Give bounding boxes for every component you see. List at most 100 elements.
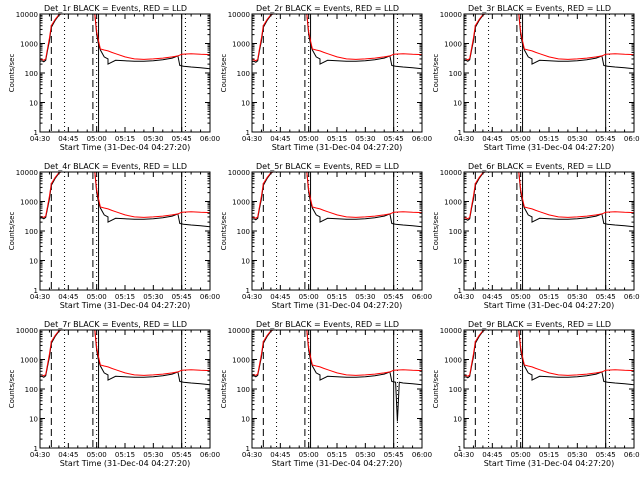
y-tick-label: 1 xyxy=(34,129,38,137)
y-tick-label: 10000 xyxy=(228,11,250,19)
x-tick-label: 05:15 xyxy=(327,135,347,143)
panel-5: Det_5r BLACK = Events, RED = LLD 1 10 100 10… xyxy=(220,162,432,310)
plot-area xyxy=(464,330,634,448)
x-axis-label: Start Time (31-Dec-04 04:27:20) xyxy=(60,459,191,468)
y-tick-label: 10000 xyxy=(16,169,38,177)
y-tick-label: 10 xyxy=(241,416,250,424)
x-axis-label: Start Time (31-Dec-04 04:27:20) xyxy=(272,301,403,310)
x-tick-label: 04:30 xyxy=(242,451,262,459)
panel-9: Det_9r BLACK = Events, RED = LLD 1 10 100 10… xyxy=(432,320,640,468)
x-tick-label: 06:00 xyxy=(624,451,640,459)
y-tick-label: 1 xyxy=(246,129,250,137)
y-tick-label: 1000 xyxy=(20,357,38,365)
y-axis-label: Counts/sec xyxy=(8,54,16,93)
x-tick-label: 05:30 xyxy=(143,451,163,459)
panel-title: Det_4r BLACK = Events, RED = LLD xyxy=(44,162,187,171)
series-line-lld xyxy=(40,172,210,218)
y-tick-label: 10 xyxy=(29,416,38,424)
series-line-lld xyxy=(464,172,634,220)
y-tick-label: 10000 xyxy=(16,327,38,335)
x-tick-label: 05:15 xyxy=(327,293,347,301)
x-tick-label: 05:45 xyxy=(384,135,404,143)
y-tick-label: 1 xyxy=(246,445,250,453)
y-tick-label: 10000 xyxy=(440,327,462,335)
axes-frame xyxy=(463,329,635,449)
panel-6: Det_6r BLACK = Events, RED = LLD 1 10 100 10… xyxy=(432,162,640,310)
x-tick-label: 05:00 xyxy=(87,451,107,459)
panel-title: Det_2r BLACK = Events, RED = LLD xyxy=(256,4,399,13)
panel-title: Det_5r BLACK = Events, RED = LLD xyxy=(256,162,399,171)
x-tick-label: 04:45 xyxy=(58,451,78,459)
series-line-events xyxy=(40,172,210,228)
x-tick-label: 05:15 xyxy=(539,451,559,459)
x-tick-label: 05:30 xyxy=(567,135,587,143)
y-tick-label: 1000 xyxy=(20,199,38,207)
x-tick-label: 05:00 xyxy=(87,293,107,301)
y-axis-label: Counts/sec xyxy=(432,370,440,409)
y-tick-label: 10000 xyxy=(440,11,462,19)
x-tick-label: 06:00 xyxy=(624,293,640,301)
plot-area xyxy=(464,14,634,132)
x-tick-label: 04:30 xyxy=(30,293,50,301)
series-line-events xyxy=(40,330,210,386)
x-axis-label: Start Time (31-Dec-04 04:27:20) xyxy=(484,301,615,310)
panel-4: Det_4r BLACK = Events, RED = LLD 1 10 100 10… xyxy=(8,162,220,310)
y-tick-label: 10 xyxy=(453,100,462,108)
x-tick-label: 05:30 xyxy=(567,451,587,459)
panel-3: Det_3r BLACK = Events, RED = LLD 1 10 100 10… xyxy=(432,4,640,152)
y-tick-label: 1000 xyxy=(444,199,462,207)
y-axis-label: Counts/sec xyxy=(8,212,16,251)
series-line-lld xyxy=(464,14,634,61)
x-tick-label: 06:00 xyxy=(200,293,220,301)
series-line-events xyxy=(464,330,634,386)
x-tick-label: 04:30 xyxy=(242,293,262,301)
y-tick-label: 1 xyxy=(458,445,462,453)
plot-area xyxy=(40,172,210,290)
x-tick-label: 05:45 xyxy=(172,293,192,301)
y-axis-label: Counts/sec xyxy=(220,54,228,93)
axes-frame xyxy=(251,13,423,133)
x-tick-label: 05:30 xyxy=(355,293,375,301)
panel-7: Det_7r BLACK = Events, RED = LLD 1 10 100 10… xyxy=(8,320,220,468)
y-axis-label: Counts/sec xyxy=(432,212,440,251)
y-tick-label: 1000 xyxy=(444,41,462,49)
series-line-events xyxy=(40,14,210,70)
plot-area xyxy=(40,330,210,448)
x-axis-label: Start Time (31-Dec-04 04:27:20) xyxy=(272,459,403,468)
x-tick-label: 04:30 xyxy=(242,135,262,143)
x-tick-label: 04:30 xyxy=(30,135,50,143)
x-tick-label: 04:45 xyxy=(270,293,290,301)
x-tick-label: 04:30 xyxy=(454,135,474,143)
axes-frame xyxy=(463,13,635,133)
plot-area xyxy=(252,172,422,290)
x-tick-label: 05:45 xyxy=(384,293,404,301)
x-tick-label: 05:00 xyxy=(511,293,531,301)
series-line-lld xyxy=(40,330,210,377)
x-tick-label: 05:45 xyxy=(596,135,616,143)
x-tick-label: 04:45 xyxy=(58,135,78,143)
x-axis-label: Start Time (31-Dec-04 04:27:20) xyxy=(272,143,403,152)
x-tick-label: 05:00 xyxy=(299,451,319,459)
plot-area xyxy=(252,14,422,132)
y-tick-label: 100 xyxy=(237,70,250,78)
y-tick-label: 1 xyxy=(458,129,462,137)
series-line-lld xyxy=(252,172,422,219)
x-tick-label: 05:45 xyxy=(172,451,192,459)
axes-frame xyxy=(463,171,635,291)
y-tick-label: 10 xyxy=(29,100,38,108)
x-tick-label: 06:00 xyxy=(412,293,432,301)
axes-frame xyxy=(39,329,211,449)
x-tick-label: 05:30 xyxy=(567,293,587,301)
panel-1: Det_1r BLACK = Events, RED = LLD 1 10 100 10… xyxy=(8,4,220,152)
series-line-lld xyxy=(464,330,634,377)
y-tick-label: 10000 xyxy=(228,169,250,177)
panel-title: Det_6r BLACK = Events, RED = LLD xyxy=(468,162,611,171)
y-tick-label: 10000 xyxy=(228,327,250,335)
series-line-events xyxy=(252,172,422,228)
x-tick-label: 05:15 xyxy=(115,451,135,459)
y-tick-label: 1 xyxy=(34,287,38,295)
panel-title: Det_7r BLACK = Events, RED = LLD xyxy=(44,320,187,329)
x-axis-label: Start Time (31-Dec-04 04:27:20) xyxy=(484,143,615,152)
x-tick-label: 06:00 xyxy=(200,135,220,143)
